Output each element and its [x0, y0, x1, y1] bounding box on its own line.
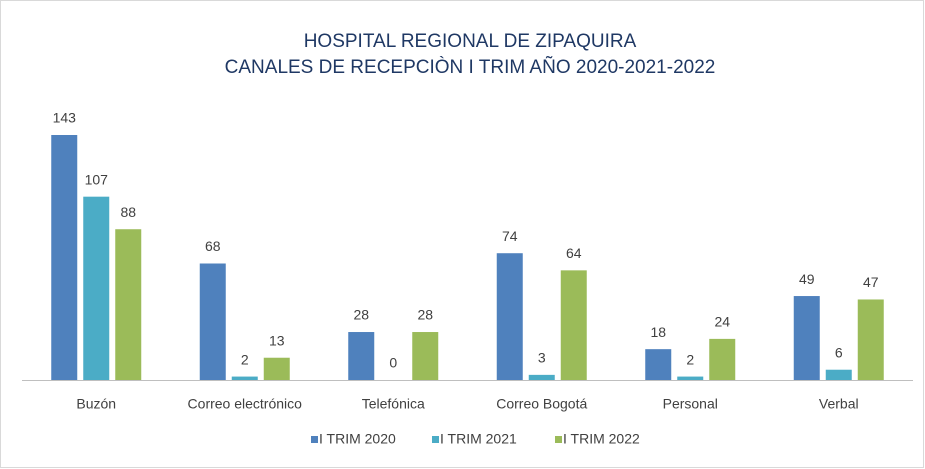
- data-label: 28: [353, 307, 369, 323]
- chart-title: HOSPITAL REGIONAL DE ZIPAQUIRA: [304, 31, 637, 52]
- x-tick-label: Personal: [663, 396, 718, 412]
- bar: [857, 299, 884, 380]
- data-label: 13: [269, 332, 285, 348]
- data-label: 74: [502, 228, 518, 244]
- data-label: 88: [120, 204, 136, 220]
- data-label: 6: [835, 344, 843, 360]
- data-label: 28: [417, 307, 433, 323]
- data-label: 18: [650, 324, 666, 340]
- bar: [115, 229, 142, 380]
- legend-swatch: [555, 436, 562, 443]
- legend-label: I TRIM 2021: [440, 431, 517, 447]
- bar: [496, 253, 523, 380]
- bar: [263, 357, 290, 380]
- bar: [793, 296, 820, 380]
- x-tick-label: Buzón: [76, 396, 116, 412]
- data-label: 0: [389, 355, 397, 371]
- data-label: 2: [241, 351, 249, 367]
- data-label: 107: [85, 171, 109, 187]
- bar: [677, 376, 704, 380]
- bar: [231, 376, 258, 380]
- data-label: 68: [205, 238, 221, 254]
- bar: [412, 332, 439, 380]
- data-label: 64: [566, 245, 582, 261]
- data-label: 47: [863, 274, 879, 290]
- x-tick-label: Correo electrónico: [188, 396, 303, 412]
- bar: [709, 338, 736, 380]
- bar: [51, 135, 78, 380]
- bar: [560, 270, 587, 380]
- legend-swatch: [311, 436, 318, 443]
- legend-label: I TRIM 2022: [563, 431, 640, 447]
- bar: [528, 374, 555, 380]
- x-tick-label: Correo Bogotá: [496, 396, 587, 412]
- bar: [645, 349, 672, 380]
- data-label: 143: [53, 110, 77, 126]
- chart-subtitle: CANALES DE RECEPCIÒN I TRIM AÑO 2020-202…: [225, 56, 716, 78]
- legend-label: I TRIM 2020: [319, 431, 396, 447]
- bar: [825, 369, 852, 380]
- x-tick-label: Verbal: [819, 396, 859, 412]
- data-label: 2: [686, 351, 694, 367]
- bar: [199, 263, 226, 380]
- bar: [348, 332, 375, 380]
- data-label: 49: [799, 271, 815, 287]
- legend-swatch: [432, 436, 439, 443]
- data-label: 3: [538, 350, 546, 366]
- bar: [83, 196, 110, 380]
- x-tick-label: Telefónica: [362, 396, 425, 412]
- data-label: 24: [714, 314, 730, 330]
